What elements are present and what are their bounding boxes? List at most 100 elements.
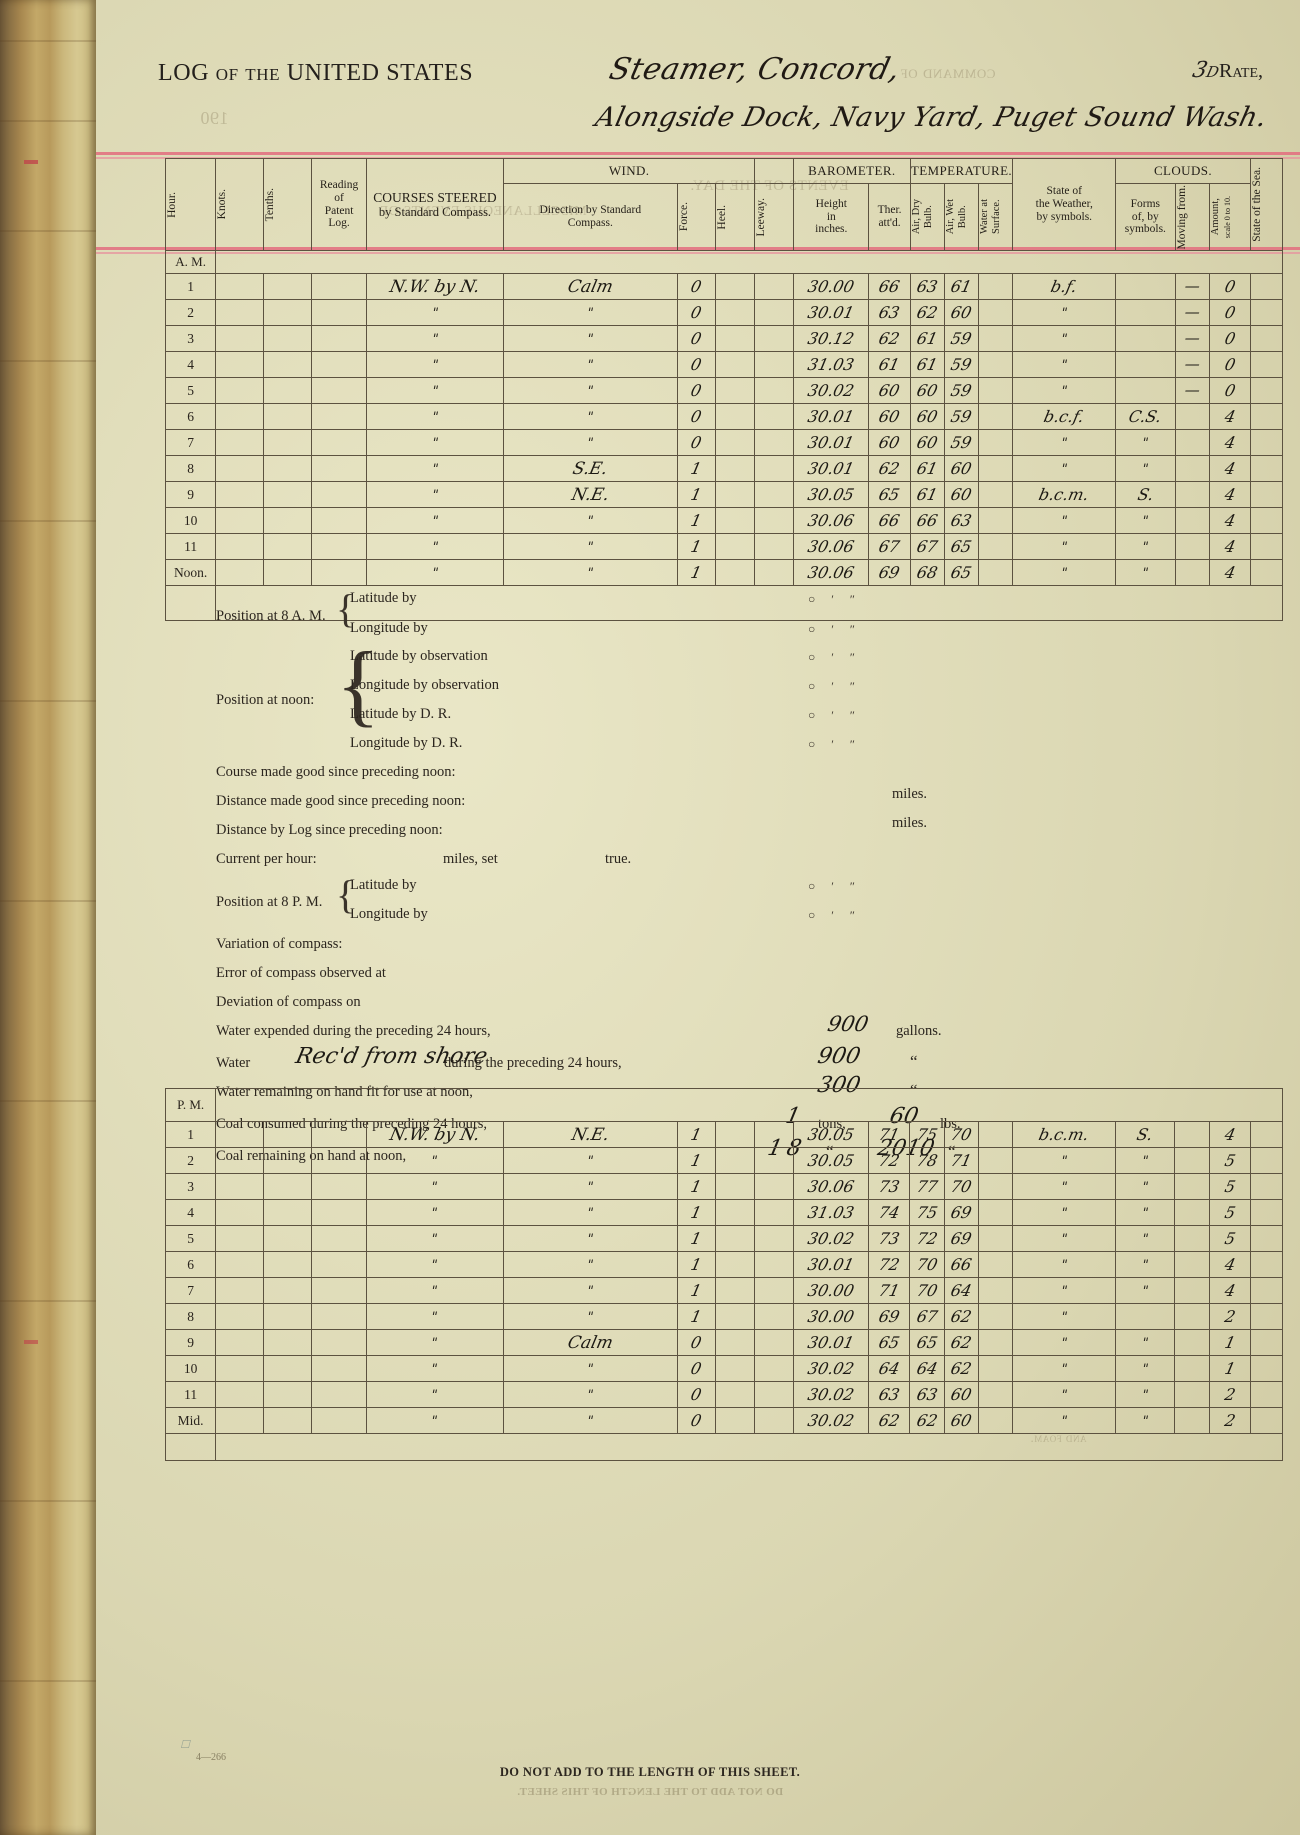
am-label: A. M. <box>164 250 217 274</box>
row-state-of-sea <box>1249 351 1284 378</box>
row-heel <box>715 1303 756 1330</box>
row-cloud-forms: " <box>1115 455 1176 482</box>
variation-of-compass: Variation of compass: <box>216 936 343 952</box>
table-row[interactable]: Noon. " " 1 30.06 69 68 65 " " 4 <box>164 559 1284 586</box>
table-row[interactable]: 7 " " 1 30.00 71 70 64 " " 4 <box>164 1277 1284 1304</box>
course-made-good: Course made good since preceding noon: <box>216 764 456 780</box>
row-heel <box>715 1173 756 1200</box>
table-row[interactable]: 11 " " 1 30.06 67 67 65 " " 4 <box>164 533 1284 560</box>
row-tenths <box>263 1225 313 1252</box>
row-patent-log <box>311 273 367 300</box>
row-barometer-height: 30.00 <box>793 273 870 300</box>
row-patent-log <box>311 507 367 534</box>
row-hour: 7 <box>164 1277 217 1304</box>
table-row[interactable]: 4 " " 1 31.03 74 75 69 " " 5 <box>164 1199 1284 1226</box>
row-heel <box>715 1329 756 1356</box>
row-wind-force: 0 <box>676 273 717 300</box>
row-knots <box>215 1355 265 1382</box>
row-state-of-weather: b.f. <box>1012 273 1117 300</box>
table-row[interactable]: 10 " " 0 30.02 64 64 62 " " 1 <box>164 1355 1284 1382</box>
row-state-of-sea <box>1249 325 1284 352</box>
row-wind-direction: " <box>502 1173 678 1200</box>
row-clouds-amount: 4 <box>1208 507 1251 534</box>
row-state-of-sea <box>1249 1173 1284 1200</box>
table-row[interactable]: 3 " " 0 30.12 62 61 59 " —0 <box>164 325 1284 352</box>
row-wind-force: 1 <box>676 1173 717 1200</box>
row-clouds-moving-from <box>1174 1355 1210 1382</box>
position-8pm-brace: { <box>336 872 356 917</box>
row-hour: 11 <box>164 1381 217 1408</box>
row-barometer-ther: 69 <box>868 1303 911 1330</box>
water-received-value: 900 <box>815 1044 863 1069</box>
table-row[interactable]: 9 " Calm 0 30.01 65 65 62 " " 1 <box>164 1329 1284 1356</box>
row-water-at-surface <box>977 1407 1014 1434</box>
ship-position: Alongside Dock, Navy Yard, Puget Sound W… <box>592 102 1271 133</box>
table-row[interactable]: 3 " " 1 30.06 73 77 70 " " 5 <box>164 1173 1284 1200</box>
row-wind-force: 1 <box>676 1251 717 1278</box>
row-patent-log <box>311 1121 367 1148</box>
row-heel <box>715 1381 756 1408</box>
row-course-steered: " <box>365 533 505 560</box>
row-tenths <box>263 1355 313 1382</box>
row-knots <box>215 533 265 560</box>
row-air-wet-bulb: 62 <box>943 1303 979 1330</box>
row-wind-direction: " <box>502 1277 678 1304</box>
header-wind: WIND. <box>503 158 756 184</box>
row-tenths <box>263 1303 313 1330</box>
table-row[interactable]: 5 " " 1 30.02 73 72 69 " " 5 <box>164 1225 1284 1252</box>
row-cloud-forms: " <box>1114 1147 1176 1174</box>
row-barometer-ther: 64 <box>868 1355 911 1382</box>
row-knots <box>215 1277 265 1304</box>
table-row[interactable]: Mid. " " 0 30.02 62 62 60 " " 2 <box>164 1407 1284 1434</box>
row-clouds-amount: 2 <box>1208 1407 1251 1434</box>
pm-blank-tail <box>164 1433 1283 1461</box>
row-air-dry-bulb: 63 <box>909 273 945 300</box>
row-course-steered: " <box>365 481 505 508</box>
position-noon-lon-obs: Longitude by observation <box>350 677 500 693</box>
row-leeway <box>754 533 795 560</box>
deviation-of-compass: Deviation of compass on <box>216 994 361 1010</box>
row-knots <box>215 403 265 430</box>
row-air-dry-bulb: 61 <box>909 325 945 352</box>
table-row[interactable]: 8 " " 1 30.00 69 67 62 " 2 <box>164 1303 1284 1330</box>
table-row[interactable]: 1 N.W. by N. Calm 0 30.00 66 63 61 b.f. —0 <box>164 273 1284 300</box>
row-state-of-sea <box>1249 429 1284 456</box>
row-cloud-forms: " <box>1115 559 1176 586</box>
row-clouds-moving-from: — <box>1174 351 1210 378</box>
row-clouds-amount: 0 <box>1208 325 1251 352</box>
table-row[interactable]: 2 " " 1 30.05 72 78 71 " " 5 <box>164 1147 1284 1174</box>
table-row[interactable]: 5 " " 0 30.02 60 60 59 " —0 <box>164 377 1284 404</box>
row-state-of-weather: " <box>1012 429 1117 456</box>
ship-name: Steamer, Concord, <box>605 52 904 87</box>
row-state-of-weather: " <box>1012 1225 1116 1252</box>
table-row[interactable]: 7 " " 0 30.01 60 60 59 " " 4 <box>164 429 1284 456</box>
row-state-of-sea <box>1249 1355 1284 1382</box>
row-clouds-amount: 2 <box>1208 1381 1251 1408</box>
row-wind-direction: " <box>503 325 678 352</box>
table-row[interactable]: 1 N.W. by N. N.E. 1 30.05 71 75 70 b.c.m. S. 4 <box>164 1121 1284 1148</box>
row-air-wet-bulb: 60 <box>943 1381 979 1408</box>
table-row[interactable]: 2 " " 0 30.01 63 62 60 " —0 <box>164 299 1284 326</box>
row-air-dry-bulb: 67 <box>909 533 945 560</box>
row-cloud-forms: C.S. <box>1115 403 1176 430</box>
row-barometer-height: 30.05 <box>792 1121 870 1148</box>
row-tenths <box>263 377 313 404</box>
row-barometer-height: 30.02 <box>792 1355 870 1382</box>
log-sheet <box>96 0 1300 1835</box>
table-row[interactable]: 8 " S.E. 1 30.01 62 61 60 " " 4 <box>164 455 1284 482</box>
table-row[interactable]: 9 " N.E. 1 30.05 65 61 60 b.c.m. S. 4 <box>164 481 1284 508</box>
row-heel <box>715 1407 756 1434</box>
row-cloud-forms: " <box>1115 429 1176 456</box>
table-row[interactable]: 10 " " 1 30.06 66 66 63 " " 4 <box>164 507 1284 534</box>
table-row[interactable]: 6 " " 0 30.01 60 60 59 b.c.f. C.S. 4 <box>164 403 1284 430</box>
header-hour: Hour. <box>166 191 178 218</box>
row-course-steered: N.W. by N. <box>365 1121 504 1148</box>
table-row[interactable]: 6 " " 1 30.01 72 70 66 " " 4 <box>164 1251 1284 1278</box>
table-row[interactable]: 11 " " 0 30.02 63 63 60 " " 2 <box>164 1381 1284 1408</box>
row-barometer-height: 30.05 <box>792 1147 870 1174</box>
row-clouds-amount: 4 <box>1208 1121 1251 1148</box>
row-knots <box>215 1199 265 1226</box>
table-row[interactable]: 4 " " 0 31.03 61 61 59 " —0 <box>164 351 1284 378</box>
current-per-hour: Current per hour: <box>216 851 317 867</box>
row-heel <box>715 1121 756 1148</box>
